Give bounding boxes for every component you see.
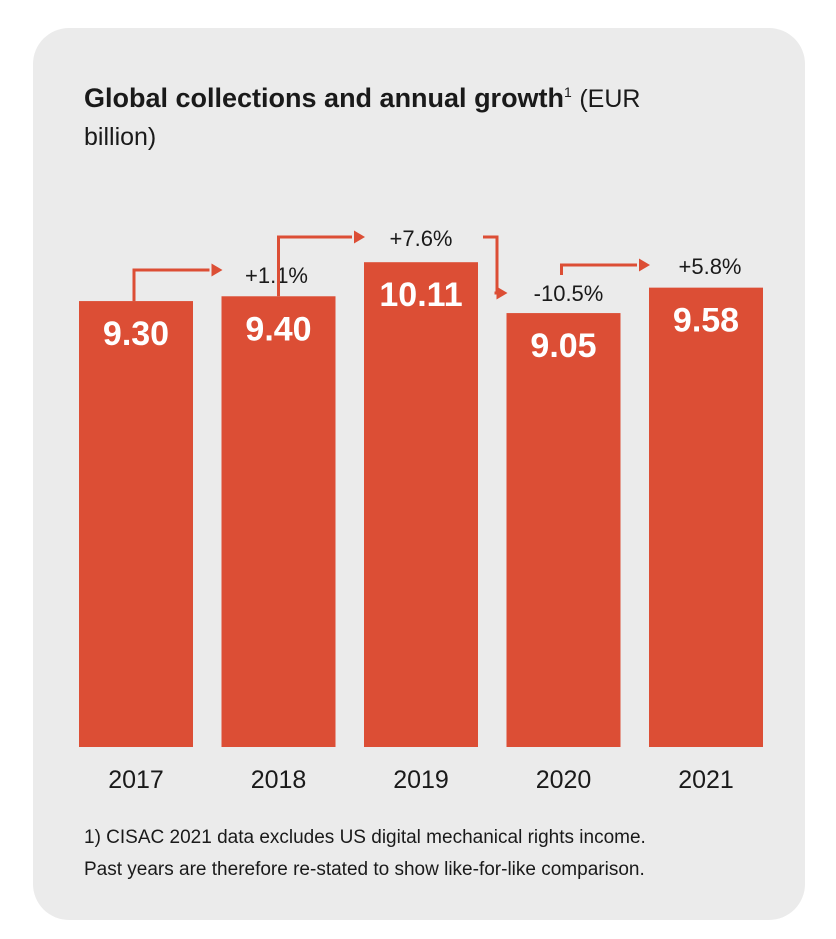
growth-arrow-2021 [560,263,637,275]
growth-arrowhead-2018 [211,263,223,277]
value-label-2019: 10.11 [379,276,462,314]
chart-title: Global collections and annual growth1 (E… [84,80,644,156]
growth-arrow-2020 [483,235,499,295]
growth-label-2018: +1.1% [245,263,308,288]
growth-arrowhead-2019 [354,230,365,244]
footnote-line-1: 1) CISAC 2021 data excludes US digital m… [84,827,646,848]
bar-2018 [221,296,336,747]
growth-arrow-2019 [277,235,352,297]
growth-label-2019: +7.6% [390,226,453,251]
value-label-2018: 9.40 [245,310,311,348]
x-tick-label-2019: 2019 [393,766,449,794]
title-footnote-marker: 1 [564,84,572,100]
value-label-2020: 9.05 [530,327,596,365]
footnote: 1) CISAC 2021 data excludes US digital m… [84,822,804,886]
bar-2019 [364,262,478,747]
bar-2020 [506,313,621,747]
x-tick-label-2021: 2021 [678,766,734,794]
growth-arrowhead-2020 [496,286,508,300]
value-label-2021: 9.58 [673,302,739,340]
chart-title-main: Global collections and annual growth [84,83,565,113]
value-label-2017: 9.30 [103,315,169,353]
growth-arrow-2018 [132,268,210,302]
x-tick-label-2017: 2017 [108,766,164,794]
chart-title-unit: (EUR billion) [84,85,641,151]
bar-2017 [79,301,193,747]
growth-label-2020: -10.5% [534,281,604,306]
growth-arrowhead-2021 [639,258,650,272]
x-tick-label-2018: 2018 [251,766,307,794]
footnote-line-2: Past years are therefore re-stated to sh… [84,859,645,880]
bar-2021 [649,287,763,747]
x-tick-label-2020: 2020 [536,766,592,794]
growth-label-2021: +5.8% [679,254,742,279]
